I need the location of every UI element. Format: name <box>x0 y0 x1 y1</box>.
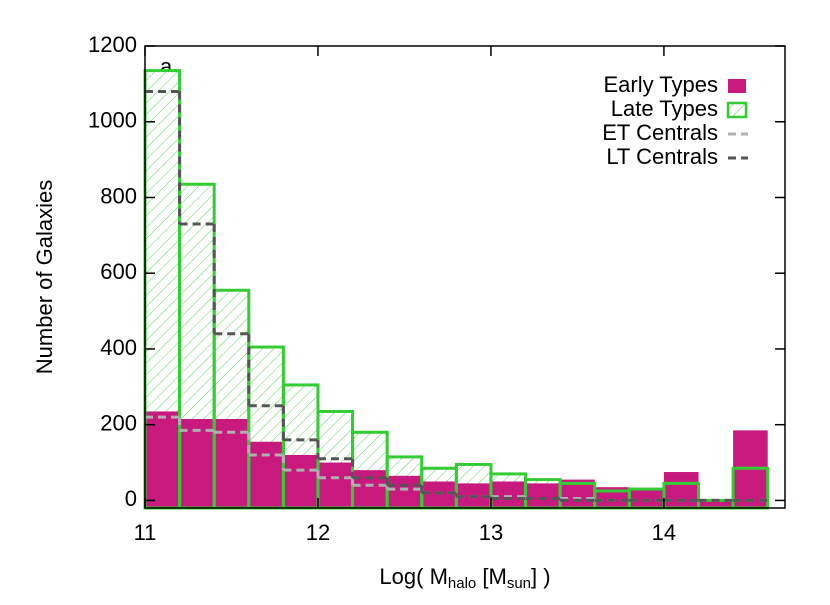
y-tick-label: 200 <box>100 411 137 436</box>
legend-swatch <box>728 79 746 93</box>
legend-swatch <box>726 101 748 119</box>
x-tick-label: 14 <box>652 520 676 545</box>
x-tick-label: 13 <box>479 520 503 545</box>
y-axis-label: Number of Galaxies <box>32 180 57 374</box>
legend-label: Early Types <box>603 72 718 97</box>
legend-label: ET Centrals <box>602 120 718 145</box>
x-tick-label: 12 <box>306 520 330 545</box>
x-axis-label-part: halo <box>448 575 476 592</box>
y-tick-label: 1000 <box>88 108 137 133</box>
y-tick-label: 800 <box>100 183 137 208</box>
bar <box>387 475 422 508</box>
bar <box>179 419 215 508</box>
bar <box>421 481 457 508</box>
bar <box>525 483 561 508</box>
y-tick-label: 400 <box>100 335 137 360</box>
y-tick-label: 600 <box>100 259 137 284</box>
x-axis-label-part: sun <box>507 575 531 592</box>
y-tick-label: 1200 <box>88 32 137 57</box>
bar <box>663 472 699 508</box>
bar <box>317 462 353 508</box>
plot-frame <box>144 45 786 509</box>
bar <box>698 500 734 508</box>
bar <box>248 441 284 508</box>
bar <box>629 489 664 508</box>
legend-label: Late Types <box>611 96 718 121</box>
y-tick-label: 0 <box>125 486 137 511</box>
bar <box>490 481 526 508</box>
bar <box>145 411 180 508</box>
x-axis-label: Log( Mhalo [Msun] ) <box>379 564 550 592</box>
bar <box>214 419 249 508</box>
x-axis-label-part: Log( M <box>379 564 447 589</box>
legend-label: LT Centrals <box>606 144 718 169</box>
bar <box>283 454 318 508</box>
x-axis-label-part: [M <box>476 564 507 589</box>
x-tick-label: 11 <box>134 520 157 545</box>
bar <box>352 470 388 508</box>
x-axis-label-part: ] ) <box>531 564 551 589</box>
